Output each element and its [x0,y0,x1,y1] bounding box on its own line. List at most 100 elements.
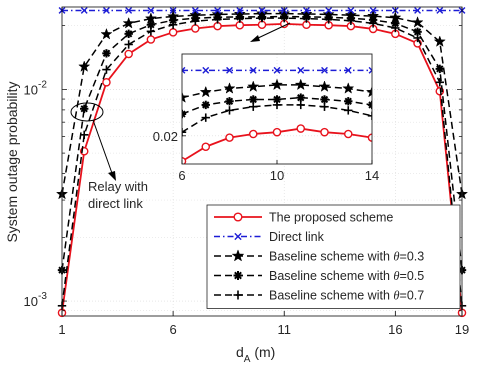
x-tick-label: 6 [169,322,176,337]
x-axis-label: dA (m) [236,344,275,365]
legend-label-0: The proposed scheme [269,211,393,225]
inset-x-tick-label: 14 [365,168,379,183]
inset-series-1-marker [249,66,257,74]
inset-series-line-3 [182,96,372,115]
inset-series-3-marker [344,97,353,106]
y-tick-exponent: -2 [38,79,47,90]
inset-series-2-marker [199,85,212,98]
series-1-marker [80,7,88,14]
relay-annotation: Relay with direct link [70,22,291,211]
inset-series-0-marker [248,129,258,139]
series-2-marker [100,27,113,40]
main-axes [61,6,463,317]
inset-series-2-marker [318,80,331,92]
series-1-marker [325,7,333,14]
series-0-marker [146,35,156,44]
inset-series-1-marker [226,66,233,74]
inset-series-3-marker [296,93,305,102]
series-4-marker [168,20,178,29]
y-axis-label: System outage probability [4,81,20,242]
series-4-marker [80,130,89,140]
inset-series-0-marker [182,157,187,164]
inset-series-4-marker [225,106,234,115]
series-2-marker [78,60,91,72]
inset-series-1-marker [297,66,305,74]
series-4-marker [391,23,400,33]
inset-series-4-marker [249,102,258,111]
inset-series-4-marker [320,102,329,111]
legend-label-4: Baseline scheme with θ=0.7 [269,289,424,303]
inset-series-1-marker [182,66,186,74]
inset-series-2-marker [294,78,307,91]
inset-series-2-marker [223,82,236,94]
legend-marker-4 [233,290,243,300]
series-4-marker [368,19,378,28]
series-1-marker [436,7,444,14]
series-3-marker [102,49,111,58]
inset-series-1-marker [344,66,352,74]
inset-series-4-marker [182,127,187,137]
inset-series-0-marker [272,127,282,137]
legend: The proposed scheme Direct link Baseline s… [206,204,461,309]
inset-series-3-marker [367,100,372,110]
inset-series-0-marker [320,127,329,137]
legend-marker-1 [234,232,242,241]
inset-series-0-marker [343,129,353,139]
inset-series-0-marker [201,142,211,151]
y-tick-exponent: -3 [38,291,47,302]
legend-marker-3 [233,271,243,280]
inset-series [182,66,372,164]
inset-series-3-marker [249,95,258,104]
series-1-marker [414,7,421,14]
series-4-marker [191,16,200,26]
annotation-ellipse [70,102,104,122]
legend-marker-2 [231,249,245,262]
inset-pointer-line [255,22,291,40]
series-4-marker [124,40,133,49]
series-4-marker [257,13,267,23]
inset-series-3-marker [225,97,234,106]
inset-pointer-arrow-head [250,35,260,42]
inset-series-2-marker [247,80,260,92]
inset-series-0-marker [296,124,306,133]
series-1-marker [125,7,133,14]
inset-series-2-marker [182,91,189,103]
series-1-marker [236,7,244,14]
inset-series-3-marker [182,109,187,119]
plot-frame [61,6,463,317]
series-3-marker [435,64,444,74]
series-1-marker [347,7,355,14]
annotation-arrow-line [92,119,114,177]
series-0-marker [102,78,111,87]
x-tick-label: 1 [58,322,65,337]
inset-series-4-marker [272,100,282,110]
y-tick-label: 10 [24,294,38,309]
inset-series-1-marker [273,66,281,74]
series-1-marker [258,7,266,14]
x-tick-label: 16 [388,322,402,337]
inset-series-4-marker [367,111,372,121]
inset-series-4-marker [344,106,353,115]
inset-series-0-marker [225,133,234,142]
inset-series-3-marker [320,95,329,104]
series-4-marker [435,78,444,87]
series-1-marker [191,7,199,14]
inset-series-2-marker [270,78,284,91]
series-2-marker [122,16,135,29]
series-2-marker [411,16,424,28]
legend-label-2: Baseline scheme with θ=0.3 [269,250,424,264]
series-0-marker [168,28,178,37]
series-4-marker [146,27,156,36]
inset-series-1-marker [368,66,372,74]
series-1-marker [369,7,377,14]
series-1-marker [214,7,221,14]
y-tick-label: 10 [24,82,38,97]
inset-series-2-marker [342,82,355,94]
series-0-marker [124,49,133,59]
inset-x-tick-label: 6 [178,168,185,183]
series-0-marker [191,24,200,33]
series-lines [55,7,469,318]
series-4-marker [302,14,311,23]
